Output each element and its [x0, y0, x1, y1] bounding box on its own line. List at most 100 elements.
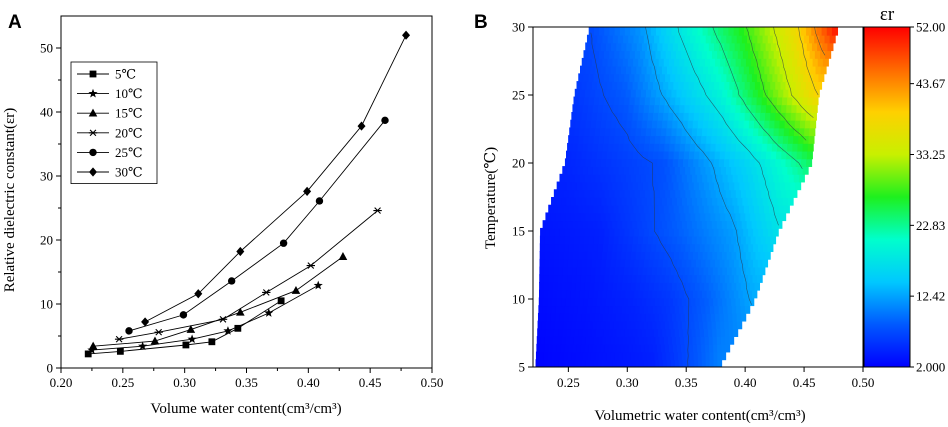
panel-b-contour-cell	[604, 96, 611, 106]
panel-b-contour-cell	[742, 127, 749, 137]
panel-b-contour-cell	[707, 173, 714, 183]
panel-b-contour-cell	[713, 158, 720, 167]
panel-b-contour-cell	[666, 197, 673, 206]
panel-b-contour-cell	[592, 181, 599, 191]
panel-b-contour-cell	[766, 220, 773, 229]
panel-b-contour-cell	[609, 96, 616, 106]
panel-b-contour-cell	[579, 289, 586, 299]
panel-b-contour-cell	[616, 197, 623, 206]
panel-b-contour-cell	[736, 73, 743, 82]
panel-b-contour-cell	[732, 88, 739, 98]
panel-b-contour-cell	[658, 81, 665, 90]
panel-b-contour-cell	[818, 73, 825, 82]
panel-b-contour-cell	[798, 173, 805, 183]
panel-b-contour-cell	[763, 50, 770, 59]
panel-b-contour-cell	[581, 112, 588, 121]
panel-b-contour-cell	[721, 220, 728, 229]
panel-b-contour-cell	[804, 127, 811, 137]
panel-b-contour-cell	[668, 150, 675, 160]
panel-b-contour-cell	[792, 142, 799, 152]
panel-b-contour-cell	[690, 297, 697, 307]
panel-b-contour-cell	[719, 258, 726, 268]
panel-b-contour-cell	[595, 88, 602, 98]
panel-b-contour-cell	[704, 282, 710, 291]
panel-b-contour-cell	[680, 189, 687, 198]
panel-b-contour-cell	[653, 150, 660, 160]
panel-b-contour-cell	[630, 251, 637, 260]
panel-b-contour-cell	[760, 251, 766, 260]
panel-b-contour-cell	[630, 127, 637, 137]
panel-b-contour-cell	[652, 289, 658, 299]
panel-b-contour-cell	[648, 305, 654, 314]
panel-b-contour-cell	[542, 305, 549, 314]
panel-b-contour-cell	[649, 135, 656, 144]
panel-b-contour-cell	[677, 119, 684, 129]
panel-b-contour-cell	[676, 312, 682, 322]
panel-b-contour-cell	[776, 104, 783, 113]
panel-b-contour-cell	[564, 243, 570, 252]
panel-b-contour-cell	[756, 142, 763, 152]
panel-b-contour-cell	[709, 351, 715, 361]
panel-b-contour-cell	[814, 50, 821, 59]
panel-b-contour-cell	[717, 282, 724, 291]
panel-b-contour-cell	[601, 297, 607, 307]
panel-b-contour-cell	[585, 119, 592, 129]
panel-b-contour-cell	[717, 343, 723, 353]
panel-b-contour-cell	[673, 81, 680, 90]
panel-b-contour-cell	[641, 42, 648, 52]
panel-a-legend-label: 30℃	[115, 165, 143, 180]
panel-b-contour-cell	[607, 57, 614, 67]
panel-b-contour-cell	[600, 65, 607, 75]
panel-b-contour-cell	[709, 81, 716, 90]
panel-b-contour-cell	[561, 197, 568, 206]
panel-b-contour-cell	[669, 320, 675, 330]
panel-b-contour-cell	[599, 189, 606, 198]
panel-b-contour-cell	[579, 173, 586, 183]
panel-b-contour-cell	[736, 166, 743, 175]
panel-b-contour-cell	[676, 173, 683, 183]
panel-b-contour-cell	[591, 351, 597, 361]
panel-b-contour-cell	[617, 34, 624, 44]
panel-b-contour-cell	[662, 351, 667, 361]
panel-b-contour-cell	[609, 189, 616, 198]
panel-b-contour-cell	[607, 34, 614, 44]
panel-b-contour-cell	[584, 88, 591, 98]
panel-b-contour-cell	[626, 336, 632, 345]
panel-b-contour-cell	[677, 42, 685, 52]
panel-b-contour-cell	[584, 343, 590, 353]
panel-b-contour-cell	[584, 189, 591, 198]
panel-b-contour-cell	[749, 181, 756, 191]
panel-b-contour-cell	[600, 212, 607, 222]
panel-b-contour-cell	[670, 135, 677, 144]
panel-b-contour-cell	[554, 320, 560, 330]
panel-a-legend-box	[70, 61, 158, 184]
panel-b-contour-cell	[570, 119, 577, 129]
panel-b-contour-cell	[587, 142, 594, 152]
panel-b-contour-cell	[708, 181, 715, 191]
panel-b-contour-cell	[632, 81, 639, 90]
panel-b-contour-cell	[805, 119, 812, 129]
panel-b-contour-cell	[750, 104, 757, 113]
panel-b-contour-cell	[602, 34, 609, 44]
panel-b-contour-cell	[718, 305, 724, 314]
panel-b-contour-cell	[630, 212, 637, 222]
panel-b-contour-cell	[757, 88, 764, 98]
panel-b-contour-cell	[617, 81, 624, 90]
panel-b-contour-line	[712, 26, 803, 169]
panel-b-contour-cell	[581, 150, 588, 160]
panel-b-contour-cell	[572, 104, 579, 113]
panel-b-contour-cell	[609, 359, 614, 367]
panel-b-contour-cell	[681, 50, 688, 59]
panel-b-contour-cell	[717, 197, 724, 206]
panel-a-data-point	[150, 336, 160, 345]
panel-b-contour-cell	[701, 50, 708, 59]
panel-b-contour-cell	[746, 166, 753, 175]
panel-b-contour-cell	[730, 57, 737, 67]
panel-b-contour-cell	[615, 312, 621, 322]
panel-b-contour-cell	[678, 274, 684, 283]
panel-b-contour-cell	[761, 189, 768, 198]
panel-b-contour-cell	[768, 88, 775, 98]
panel-b-contour-cell	[724, 289, 731, 299]
panel-b-contour-cell	[689, 266, 696, 276]
panel-b-contour-cell	[680, 212, 687, 222]
